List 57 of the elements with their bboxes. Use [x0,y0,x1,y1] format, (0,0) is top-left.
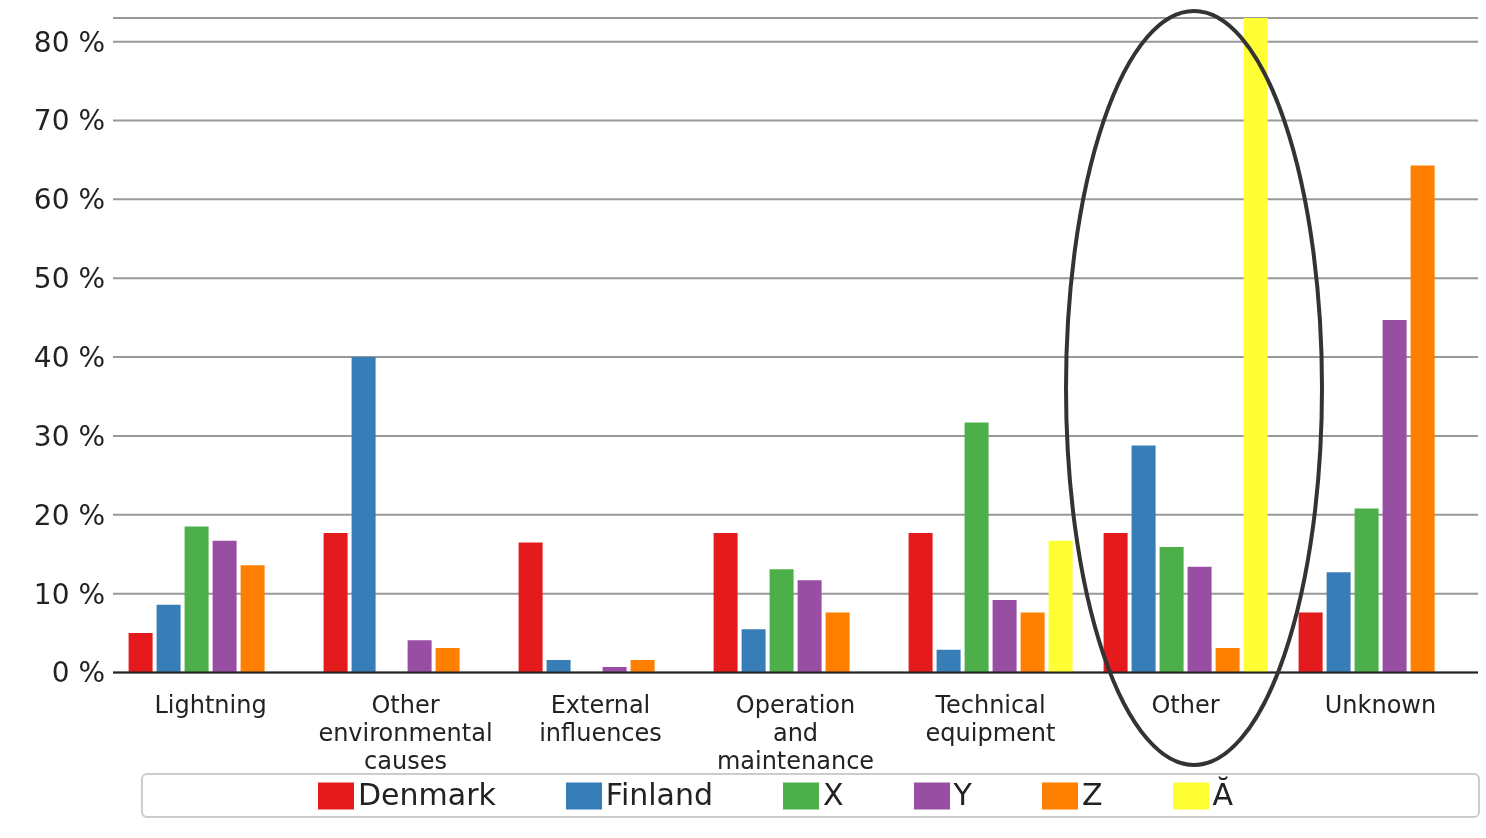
bar [212,540,237,673]
legend-label: Y [953,776,972,812]
y-tick-label: 30 % [33,419,105,453]
y-tick-label: 70 % [33,104,105,138]
y-tick-label: 20 % [33,498,105,532]
bar [407,640,432,673]
bar [1103,532,1128,673]
bar [992,599,1017,673]
bar [323,532,348,673]
bar [1243,18,1268,673]
bar [630,659,655,673]
legend-label: Z [1081,776,1103,812]
y-tick-label: 80 % [33,25,105,59]
bar [825,612,850,673]
legend-label: Finland [605,776,714,812]
bar [351,357,376,673]
bar [546,659,571,673]
y-tick-label: 10 % [33,577,105,611]
bar [1326,572,1351,673]
x-tick-label: Operation and maintenance [716,690,875,775]
x-tick-label: Technical equipment [925,690,1056,747]
bar [936,649,961,673]
y-tick-label: 0 % [51,656,105,690]
x-tick-label: Unknown [1324,690,1437,719]
bar [240,565,265,673]
bar [1159,547,1184,673]
x-tick-label: Other [1151,690,1220,719]
x-tick-label: Lightning [154,690,267,719]
bar [964,422,989,673]
bar [1410,165,1435,673]
bar [435,648,460,673]
bar [1382,320,1407,673]
bar [1354,508,1379,673]
bar [1215,648,1240,673]
x-tick-label: External influences [539,690,662,747]
legend-label: X [823,776,844,812]
bar [1020,612,1045,673]
bar [518,542,543,673]
bar [1298,612,1323,673]
bar [184,526,209,673]
bar [908,532,933,673]
bar [1187,566,1212,673]
bar [156,604,181,673]
bar [713,532,738,673]
bar [797,580,822,673]
bar [1048,540,1073,673]
y-tick-label: 50 % [33,262,105,296]
y-tick-label: 40 % [33,341,105,375]
bar [1131,445,1156,673]
legend-label: Ă [1212,776,1234,812]
bar [769,569,794,673]
bar [602,666,627,673]
x-tick-label: Other environmental causes [318,690,493,775]
bar [741,629,766,673]
legend-label: Denmark [357,776,496,812]
bar [128,633,153,673]
y-tick-label: 60 % [33,183,105,217]
